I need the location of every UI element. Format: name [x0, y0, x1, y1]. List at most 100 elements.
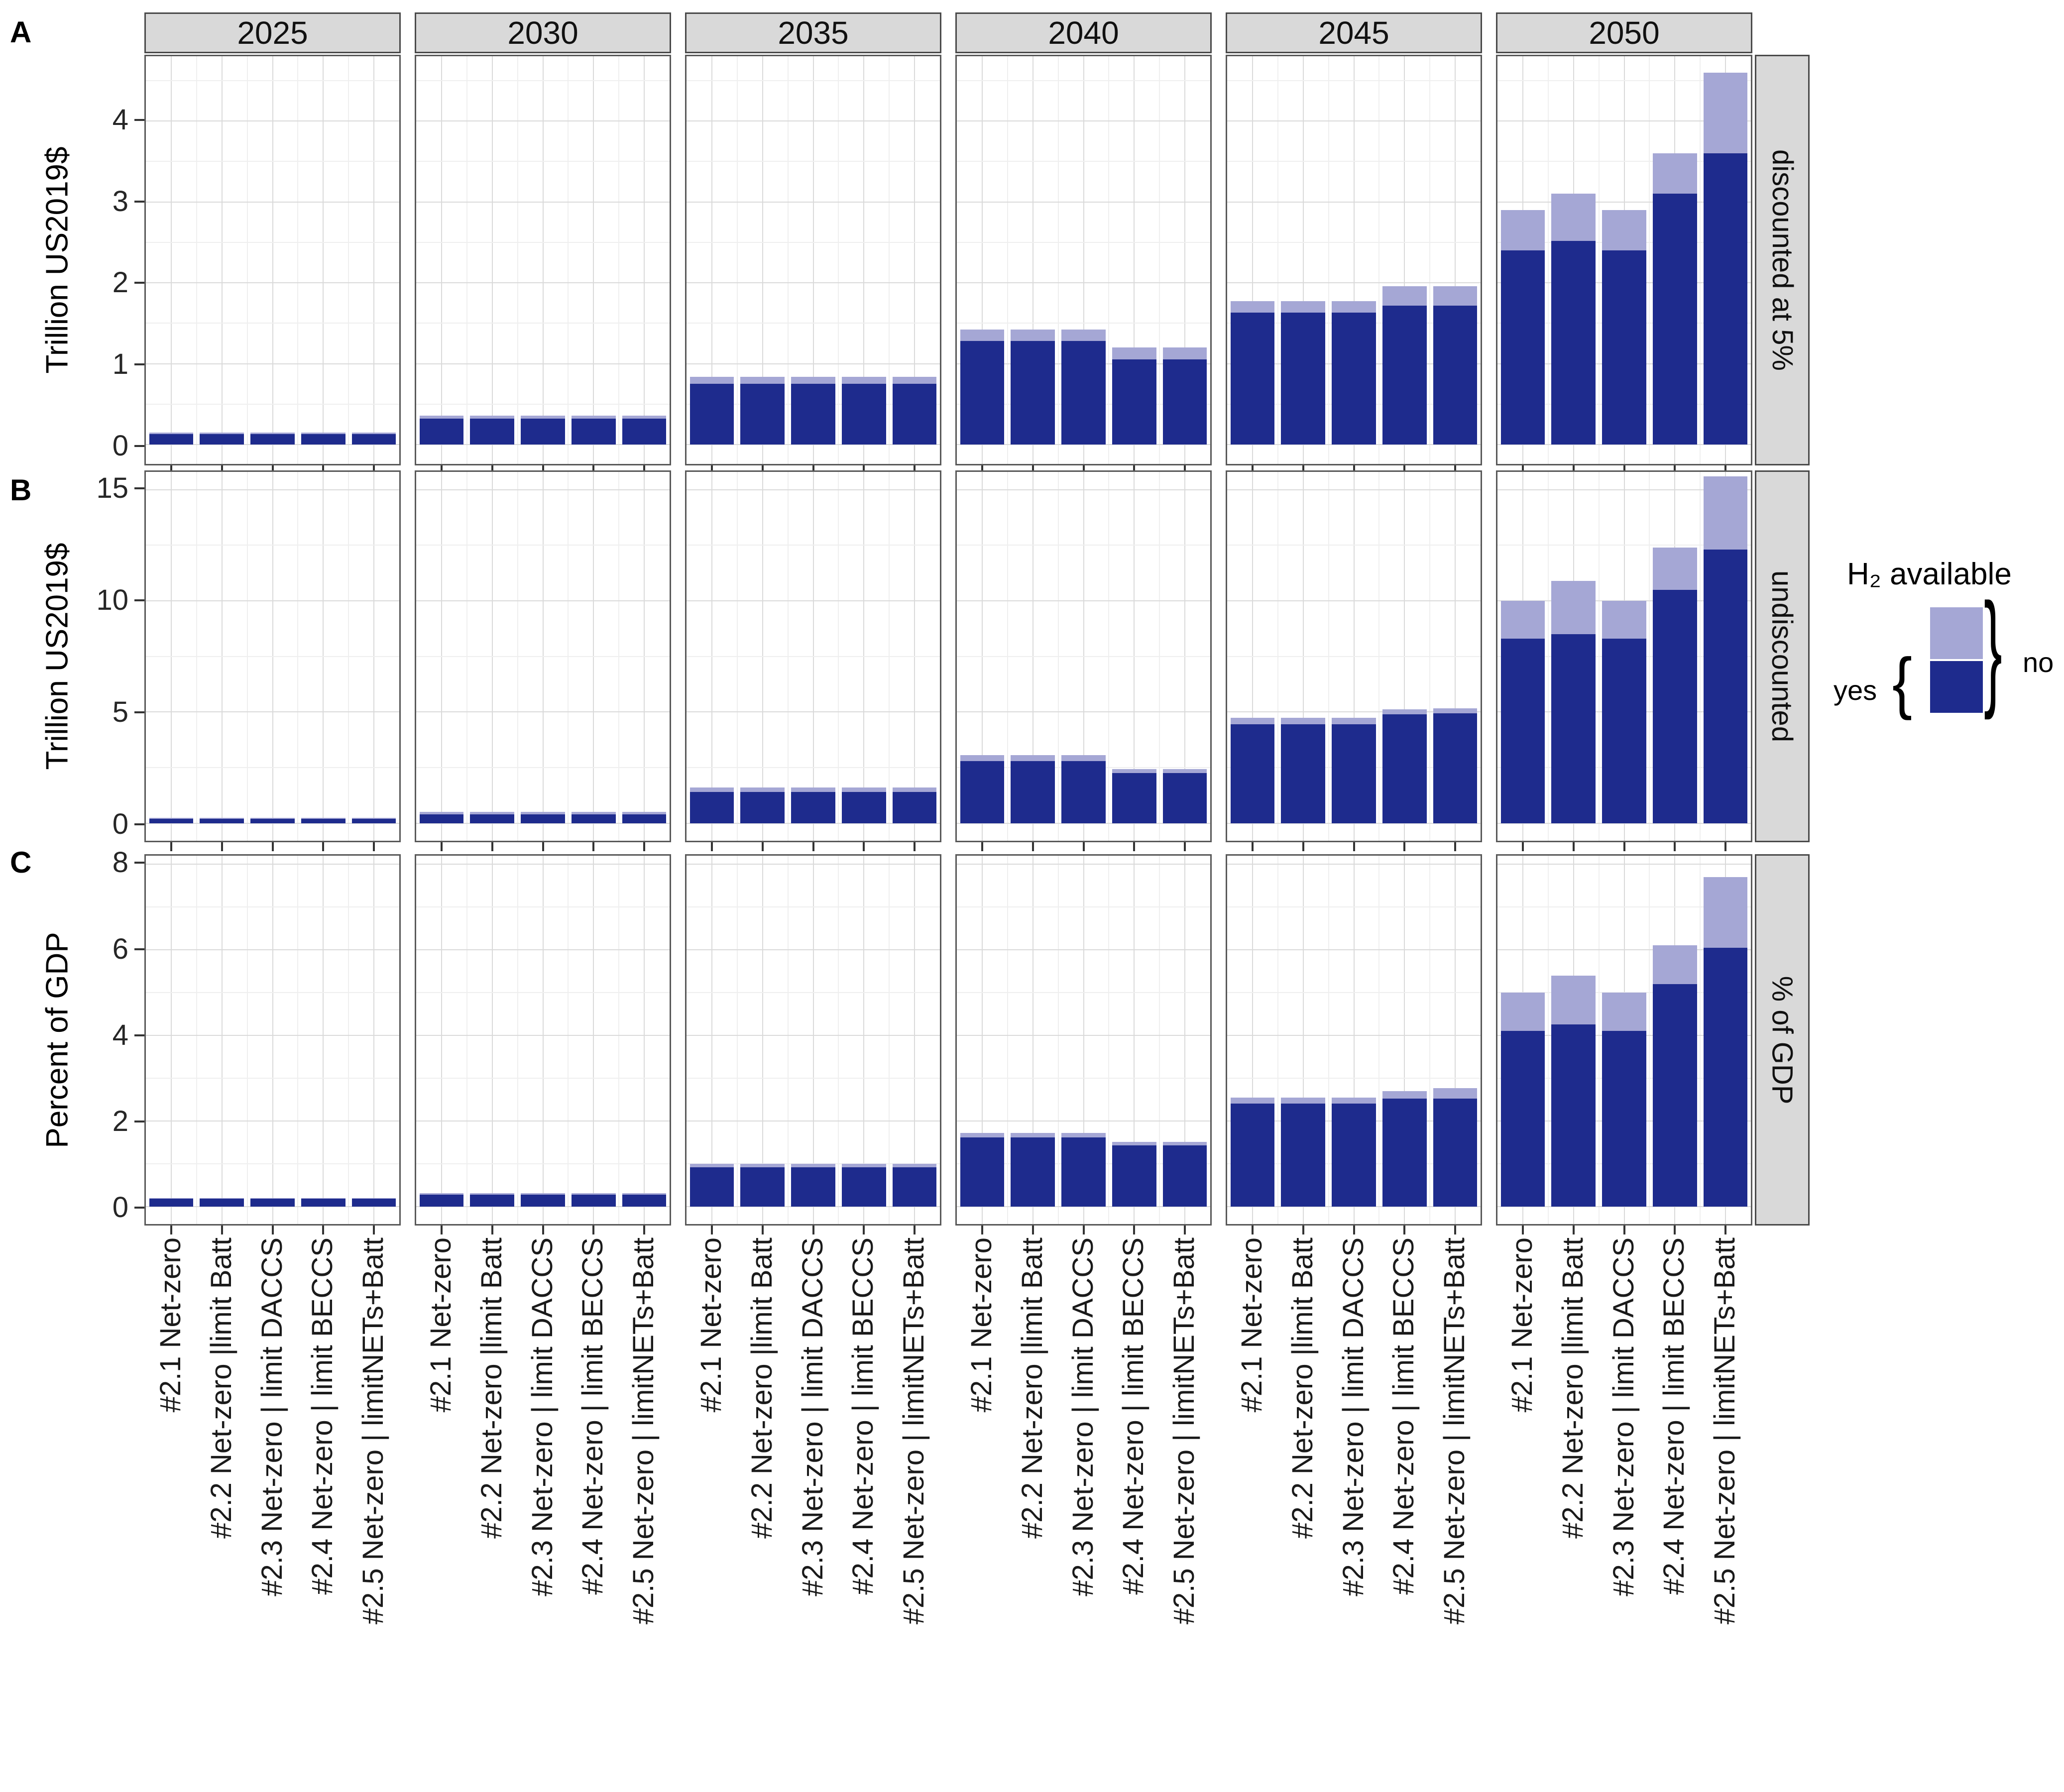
x-tick-mark — [373, 1226, 375, 1234]
y-tick-label: 2 — [112, 266, 128, 299]
x-tick-mark — [1184, 465, 1186, 474]
x-axis-label-scenario: #2.4 Net-zero | limit BECCS — [306, 1237, 339, 1595]
bar-segment-yes — [149, 818, 194, 823]
gridline-horizontal-minor — [146, 403, 399, 405]
x-tick-mark — [1674, 842, 1676, 851]
gridline-horizontal-major — [1227, 282, 1481, 283]
gridline-horizontal-major — [957, 282, 1210, 283]
x-tick-mark — [1133, 465, 1136, 474]
gridline-vertical-major — [863, 56, 865, 464]
bar-segment-no — [521, 1193, 565, 1195]
gridline-horizontal-minor — [1497, 545, 1751, 546]
gridline-horizontal-major — [416, 1120, 670, 1121]
gridline-horizontal-minor — [416, 241, 670, 243]
gridline-horizontal-major — [957, 949, 1210, 951]
gridline-horizontal-major — [146, 949, 399, 951]
gridline-vertical-minor — [1547, 56, 1549, 464]
gridline-horizontal-major — [416, 822, 670, 824]
x-axis-label-scenario: #2.2 Net-zero |limit Batt — [475, 1237, 508, 1539]
gridline-horizontal-major — [416, 363, 670, 364]
legend-swatch-no — [1930, 607, 1983, 659]
gridline-horizontal-major — [687, 1120, 940, 1121]
gridline-vertical-minor — [1700, 56, 1701, 464]
bar-segment-yes — [470, 419, 514, 445]
facet-strip-metric: undiscounted — [1755, 470, 1810, 842]
gridline-vertical-minor — [1547, 856, 1549, 1224]
bar-segment-no — [1500, 993, 1545, 1031]
gridline-vertical-minor — [838, 856, 839, 1224]
gridline-horizontal-major — [146, 711, 399, 713]
bar-segment-yes — [960, 341, 1005, 445]
gridline-horizontal-minor — [416, 992, 670, 994]
x-axis-label-scenario: #2.1 Net-zero — [154, 1237, 187, 1413]
x-tick-mark — [1184, 1226, 1186, 1234]
x-axis-label-scenario: #2.4 Net-zero | limit BECCS — [1117, 1237, 1150, 1595]
x-tick-mark — [271, 1226, 274, 1234]
y-tick-label: 10 — [96, 584, 128, 617]
y-tick-mark — [134, 599, 144, 602]
gridline-horizontal-major — [957, 711, 1210, 713]
x-tick-mark — [761, 465, 764, 474]
gridline-vertical-major — [221, 856, 223, 1224]
x-tick-mark — [322, 465, 325, 474]
x-axis-label-scenario: #2.1 Net-zero — [424, 1237, 457, 1413]
gridline-horizontal-major — [1497, 120, 1751, 121]
gridline-vertical-minor — [1328, 856, 1329, 1224]
bar-segment-yes — [1602, 638, 1646, 823]
gridline-horizontal-major — [957, 1034, 1210, 1036]
gridline-horizontal-minor — [1227, 906, 1481, 908]
x-tick-mark — [1572, 1226, 1575, 1234]
gridline-horizontal-major — [687, 1206, 940, 1207]
x-tick-mark — [170, 842, 172, 851]
bar-segment-no — [200, 1198, 244, 1199]
gridline-horizontal-major — [416, 201, 670, 203]
panel-letter: B — [10, 473, 32, 507]
bar-segment-no — [1061, 1132, 1106, 1137]
gridline-horizontal-minor — [146, 161, 399, 162]
x-tick-mark — [863, 842, 865, 851]
bar-segment-yes — [622, 814, 667, 823]
bar-segment-yes — [1061, 1137, 1106, 1207]
gridline-vertical-major — [711, 56, 712, 464]
bar-segment-no — [1433, 286, 1478, 306]
x-axis-label-scenario: #2.2 Net-zero |limit Batt — [1016, 1237, 1048, 1539]
gridline-vertical-major — [1353, 856, 1355, 1224]
gridline-vertical-minor — [787, 856, 789, 1224]
chart-panel — [1226, 470, 1482, 842]
chart-panel — [415, 854, 671, 1226]
gridline-horizontal-minor — [416, 80, 670, 81]
gridline-vertical-major — [1455, 56, 1456, 464]
gridline-vertical-minor — [1429, 56, 1431, 464]
bar-segment-no — [1653, 547, 1697, 590]
gridline-horizontal-major — [146, 1206, 399, 1207]
gridline-horizontal-major — [1227, 949, 1481, 951]
bar-segment-no — [1602, 601, 1646, 639]
gridline-horizontal-major — [957, 1206, 1210, 1207]
bar-segment-no — [1230, 718, 1275, 724]
x-tick-mark — [1353, 465, 1355, 474]
bar-segment-yes — [250, 1199, 295, 1207]
x-tick-mark — [812, 465, 814, 474]
x-tick-mark — [812, 1226, 814, 1234]
gridline-horizontal-major — [1227, 201, 1481, 203]
gridline-vertical-major — [441, 856, 442, 1224]
gridline-horizontal-minor — [1227, 545, 1481, 546]
x-tick-mark — [1674, 1226, 1676, 1234]
x-tick-mark — [440, 842, 443, 851]
x-tick-mark — [914, 465, 916, 474]
y-tick-mark — [134, 1034, 144, 1036]
x-tick-mark — [1251, 842, 1254, 851]
x-axis-label-scenario: #2.1 Net-zero — [1505, 1237, 1538, 1413]
gridline-vertical-major — [914, 856, 916, 1224]
bar-segment-yes — [572, 1194, 616, 1207]
bar-segment-no — [419, 1193, 464, 1195]
gridline-horizontal-major — [146, 489, 399, 490]
bar-segment-yes — [1332, 313, 1376, 445]
gridline-vertical-major — [1302, 56, 1304, 464]
facet-strip-metric: % of GDP — [1755, 854, 1810, 1226]
bar-segment-yes — [1500, 1031, 1545, 1207]
bar-segment-no — [1703, 877, 1748, 948]
gridline-vertical-major — [1083, 56, 1084, 464]
gridline-vertical-minor — [1057, 856, 1059, 1224]
gridline-horizontal-major — [416, 120, 670, 121]
